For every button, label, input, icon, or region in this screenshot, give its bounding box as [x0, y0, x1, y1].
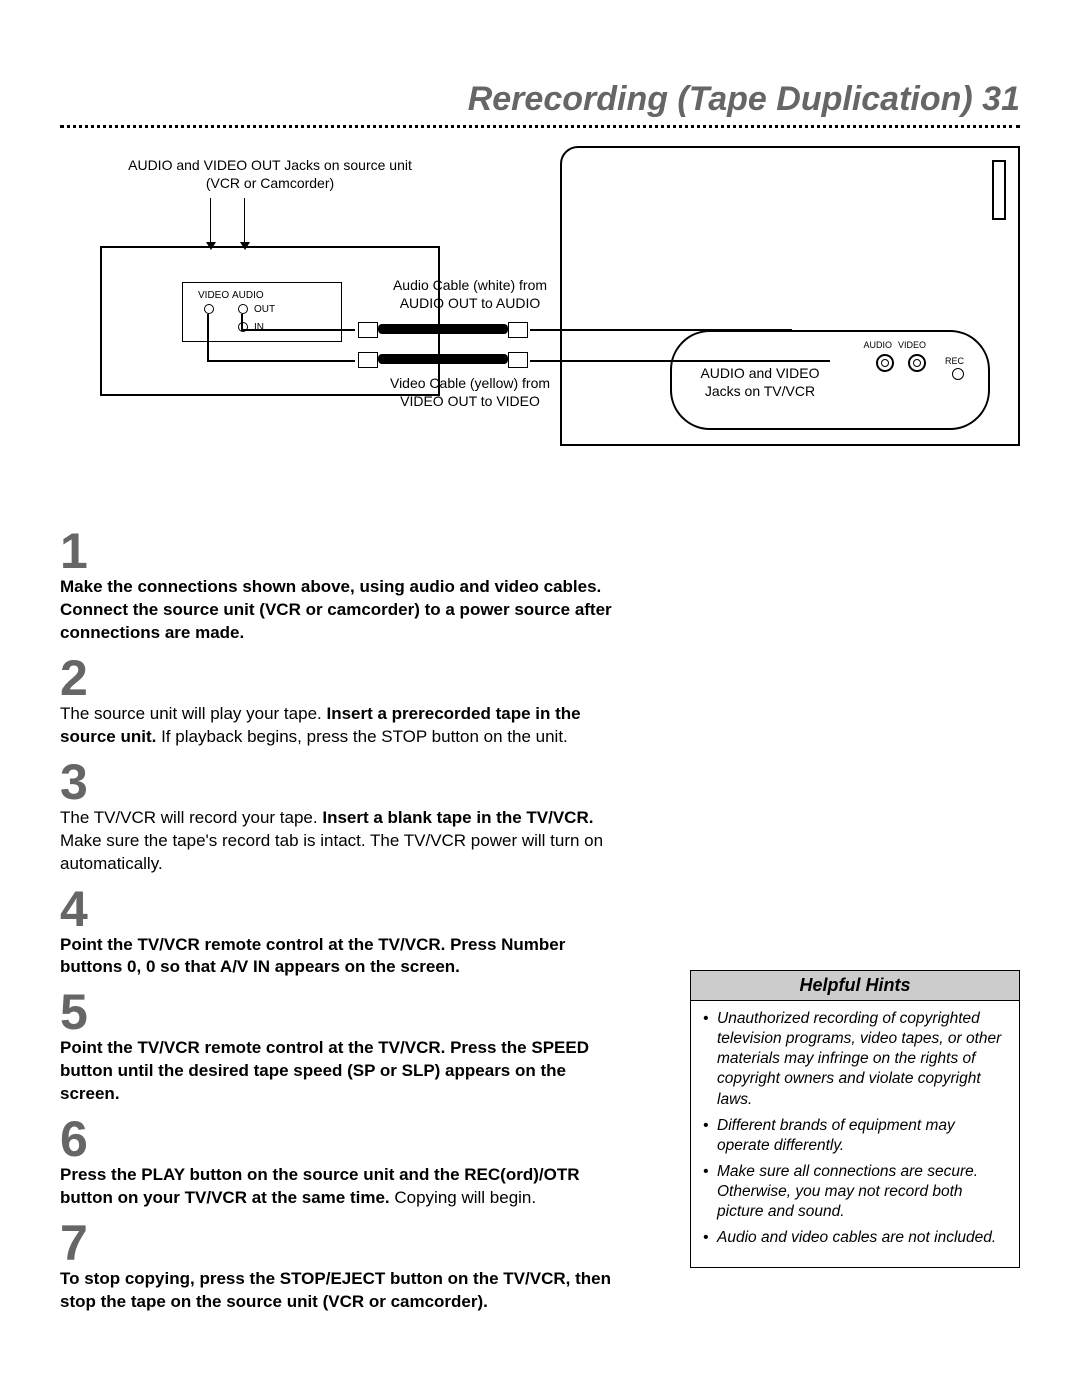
step-number: 6 — [60, 1114, 620, 1164]
tv-rec-label: REC — [945, 356, 964, 366]
src-video-label: VIDEO — [198, 290, 229, 301]
step-number: 5 — [60, 987, 620, 1037]
src-audio-label: AUDIO — [232, 290, 264, 301]
tvvcr-video-jack — [908, 354, 926, 372]
step-2: 2 The source unit will play your tape. I… — [60, 653, 620, 749]
step-1: 1 Make the connections shown above, usin… — [60, 526, 620, 645]
step-number: 1 — [60, 526, 620, 576]
step-text: Point the TV/VCR remote control at the T… — [60, 934, 620, 980]
src-audio-out-jack — [238, 304, 248, 314]
step-number: 2 — [60, 653, 620, 703]
connection-diagram: AUDIO VIDEO REC AUDIO and VIDEO OUT Jack… — [60, 146, 1020, 516]
step-number: 7 — [60, 1218, 620, 1268]
src-in-label: IN — [254, 322, 264, 333]
video-cable — [378, 354, 508, 364]
step-4: 4 Point the TV/VCR remote control at the… — [60, 884, 620, 980]
step-number: 3 — [60, 757, 620, 807]
tvvcr-body: AUDIO VIDEO REC — [560, 146, 1020, 446]
hint-item: Different brands of equipment may operat… — [703, 1116, 1007, 1156]
title-divider — [60, 125, 1020, 128]
audio-cable-label: Audio Cable (white) from AUDIO OUT to AU… — [360, 276, 580, 312]
step-text: The source unit will play your tape. Ins… — [60, 703, 620, 749]
video-cable-label: Video Cable (yellow) from VIDEO OUT to V… — [360, 374, 580, 410]
page-title: Rerecording (Tape Duplication) 31 — [468, 80, 1020, 118]
audio-cable — [378, 324, 508, 334]
step-7: 7 To stop copying, press the STOP/EJECT … — [60, 1218, 620, 1314]
hint-item: Make sure all connections are secure. Ot… — [703, 1162, 1007, 1222]
step-5: 5 Point the TV/VCR remote control at the… — [60, 987, 620, 1106]
tvvcr-rec-indicator — [952, 368, 964, 380]
src-out-label: OUT — [254, 304, 275, 315]
tv-video-label: VIDEO — [898, 340, 926, 350]
hints-body: Unauthorized recording of copyrighted te… — [690, 1001, 1020, 1268]
tv-audio-label: AUDIO — [863, 340, 892, 350]
step-text: To stop copying, press the STOP/EJECT bu… — [60, 1268, 620, 1314]
hints-title: Helpful Hints — [690, 970, 1020, 1001]
hint-item: Audio and video cables are not included. — [703, 1228, 1007, 1248]
step-text: Point the TV/VCR remote control at the T… — [60, 1037, 620, 1106]
step-text: Press the PLAY button on the source unit… — [60, 1164, 620, 1210]
steps-list: 1 Make the connections shown above, usin… — [60, 526, 620, 1314]
tvvcr-audio-jack — [876, 354, 894, 372]
tvvcr-jacks-label: AUDIO and VIDEO Jacks on TV/VCR — [660, 364, 860, 400]
step-6: 6 Press the PLAY button on the source un… — [60, 1114, 620, 1210]
step-text: The TV/VCR will record your tape. Insert… — [60, 807, 620, 876]
helpful-hints-box: Helpful Hints Unauthorized recording of … — [690, 970, 1020, 1268]
source-caption: AUDIO and VIDEO OUT Jacks on source unit… — [100, 156, 440, 192]
step-text: Make the connections shown above, using … — [60, 576, 620, 645]
src-video-out-jack — [204, 304, 214, 314]
step-3: 3 The TV/VCR will record your tape. Inse… — [60, 757, 620, 876]
step-number: 4 — [60, 884, 620, 934]
hint-item: Unauthorized recording of copyrighted te… — [703, 1009, 1007, 1110]
